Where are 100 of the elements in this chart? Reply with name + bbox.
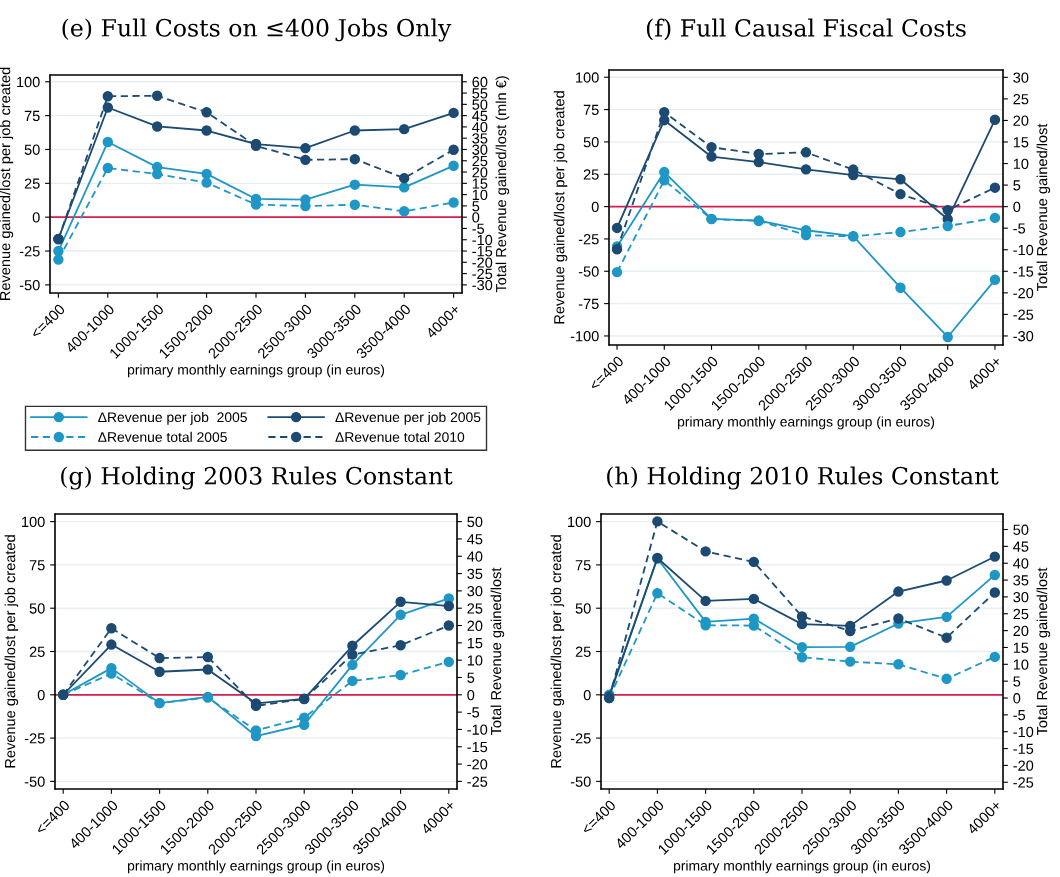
y-tick-label: 0 — [37, 689, 45, 701]
y-axis-title: Revenue gained/lost per job created — [553, 91, 568, 324]
y2-tick-label: -10 — [1013, 244, 1034, 256]
x-axis-title: primary monthly earnings group (in euros) — [673, 860, 931, 874]
y2-tick-label: 45 — [467, 534, 483, 545]
y2-tick-label: -30 — [472, 279, 493, 291]
y2-tick-label: -20 — [1013, 760, 1034, 771]
y2-tick-label: -5 — [472, 223, 485, 234]
y2-tick-label: 15 — [472, 178, 488, 189]
y2-tick-label: 30 — [467, 585, 483, 597]
y-tick-label: 0 — [591, 201, 599, 213]
y2-tick-label: 20 — [1013, 625, 1029, 637]
y2-tick-label: -15 — [472, 246, 493, 257]
chart-title: (g) Holding 2003 Rules Constant — [61, 466, 453, 490]
y-tick-label: 100 — [576, 72, 599, 83]
y-tick-label: 75 — [29, 560, 45, 571]
y2-tick-label: 5 — [472, 201, 480, 212]
y2-tick-label: 0 — [1013, 693, 1021, 704]
y2-tick-label: 15 — [1013, 642, 1029, 653]
legend-label: ΔRevenue per job 2005 — [335, 411, 481, 425]
y-tick-label: 50 — [575, 603, 591, 614]
y-tick-label: -25 — [19, 246, 40, 257]
chart-title: (h) Holding 2010 Rules Constant — [607, 466, 999, 490]
y2-tick-label: -30 — [1013, 331, 1034, 342]
y-tick-label: 0 — [32, 212, 40, 223]
y2-tick-label: 30 — [1013, 72, 1029, 83]
y2-tick-label: -15 — [1013, 743, 1034, 754]
y2-tick-label: 15 — [467, 638, 483, 649]
y-tick-label: 100 — [17, 76, 40, 88]
y2-tick-label: 10 — [1013, 158, 1029, 169]
x-axis-title: primary monthly earnings group (in euros) — [677, 416, 935, 430]
y2-tick-label: 55 — [472, 88, 488, 99]
y2-tick-label: 40 — [472, 122, 488, 133]
y2-tick-label: 50 — [472, 99, 488, 110]
y2-tick-label: -15 — [467, 742, 488, 753]
y2-tick-label: -20 — [472, 257, 493, 268]
y-tick-label: -25 — [578, 234, 599, 245]
chart-title: (e) Full Costs on ≤400 Jobs Only — [62, 18, 452, 42]
y2-tick-label: 60 — [472, 76, 488, 88]
y2-axis-title: Total Revenue gained/lost — [1036, 123, 1051, 292]
y-tick-label: 25 — [29, 646, 45, 657]
y2-tick-label: 35 — [467, 568, 483, 579]
y2-tick-label: 0 — [472, 212, 480, 223]
y-tick-label: 50 — [29, 603, 45, 614]
y-axis-title: Revenue gained/lost per job created — [4, 535, 19, 768]
y-tick-label: 100 — [22, 516, 45, 528]
y-tick-label: -25 — [570, 733, 591, 744]
y2-tick-label: 0 — [467, 689, 475, 701]
y2-tick-label: -20 — [467, 759, 488, 770]
y-tick-label: -50 — [578, 266, 599, 277]
y-tick-label: -50 — [24, 776, 45, 787]
y2-tick-label: 20 — [467, 620, 483, 631]
x-axis-title: primary monthly earnings group (in euros) — [127, 860, 385, 874]
y-tick-label: -50 — [570, 776, 591, 787]
y2-tick-label: -10 — [467, 724, 488, 735]
y2-tick-label: -20 — [1013, 287, 1034, 299]
y-tick-label: 0 — [583, 689, 591, 701]
y2-tick-label: -5 — [1013, 710, 1026, 721]
y2-tick-label: 25 — [472, 155, 488, 167]
y-tick-label: -25 — [24, 733, 45, 744]
y-axis-title: Revenue gained/lost per job created — [550, 535, 565, 768]
y2-tick-label: 25 — [1013, 608, 1029, 620]
y2-tick-label: 45 — [472, 110, 488, 122]
y2-tick-label: 5 — [1013, 676, 1021, 687]
y2-axis-title: Total Revenue gained/lost (mln €) — [495, 76, 510, 293]
legend-label: ΔRevenue per job 2005 — [98, 411, 247, 425]
y2-tick-label: -10 — [472, 234, 493, 246]
y2-tick-label: -25 — [467, 776, 488, 787]
y-tick-label: -100 — [570, 331, 599, 342]
y-tick-label: 50 — [24, 144, 40, 155]
y2-tick-label: 35 — [472, 133, 488, 144]
y-tick-label: 75 — [24, 110, 40, 122]
y2-tick-label: 30 — [472, 144, 488, 155]
chart-title: (f) Full Causal Fiscal Costs — [646, 18, 966, 41]
y2-tick-label: -25 — [1013, 777, 1034, 788]
y2-tick-label: -5 — [467, 707, 480, 718]
y2-tick-label: -5 — [1013, 223, 1026, 234]
y2-tick-label: -10 — [1013, 726, 1034, 738]
y-tick-label: 25 — [575, 646, 591, 657]
y-tick-label: 50 — [583, 137, 599, 148]
y-axis-title: Revenue gained/lost per job created — [0, 67, 14, 300]
y-tick-label: -50 — [19, 279, 40, 291]
y2-axis-title: Total Revenue gained/lost — [1036, 567, 1051, 736]
y2-tick-label: -15 — [1013, 266, 1034, 277]
y2-tick-label: 20 — [1013, 115, 1029, 126]
y-tick-label: 25 — [583, 169, 599, 180]
y-tick-label: 100 — [568, 516, 591, 528]
y2-tick-label: 35 — [1013, 575, 1029, 586]
y-tick-label: 25 — [24, 178, 40, 189]
y2-tick-label: 5 — [1013, 180, 1021, 191]
y-tick-label: 75 — [583, 104, 599, 116]
legend-label: ΔRevenue total 2010 — [335, 431, 465, 443]
y2-tick-label: 25 — [467, 603, 483, 614]
legend-label: ΔRevenue total 2005 — [98, 431, 227, 443]
y2-tick-label: 10 — [472, 189, 488, 201]
y2-tick-label: 40 — [1013, 558, 1029, 569]
y2-tick-label: 5 — [467, 672, 475, 683]
y2-tick-label: 0 — [1013, 201, 1021, 213]
y2-tick-label: 25 — [1013, 93, 1029, 105]
y2-tick-label: 10 — [467, 655, 483, 666]
